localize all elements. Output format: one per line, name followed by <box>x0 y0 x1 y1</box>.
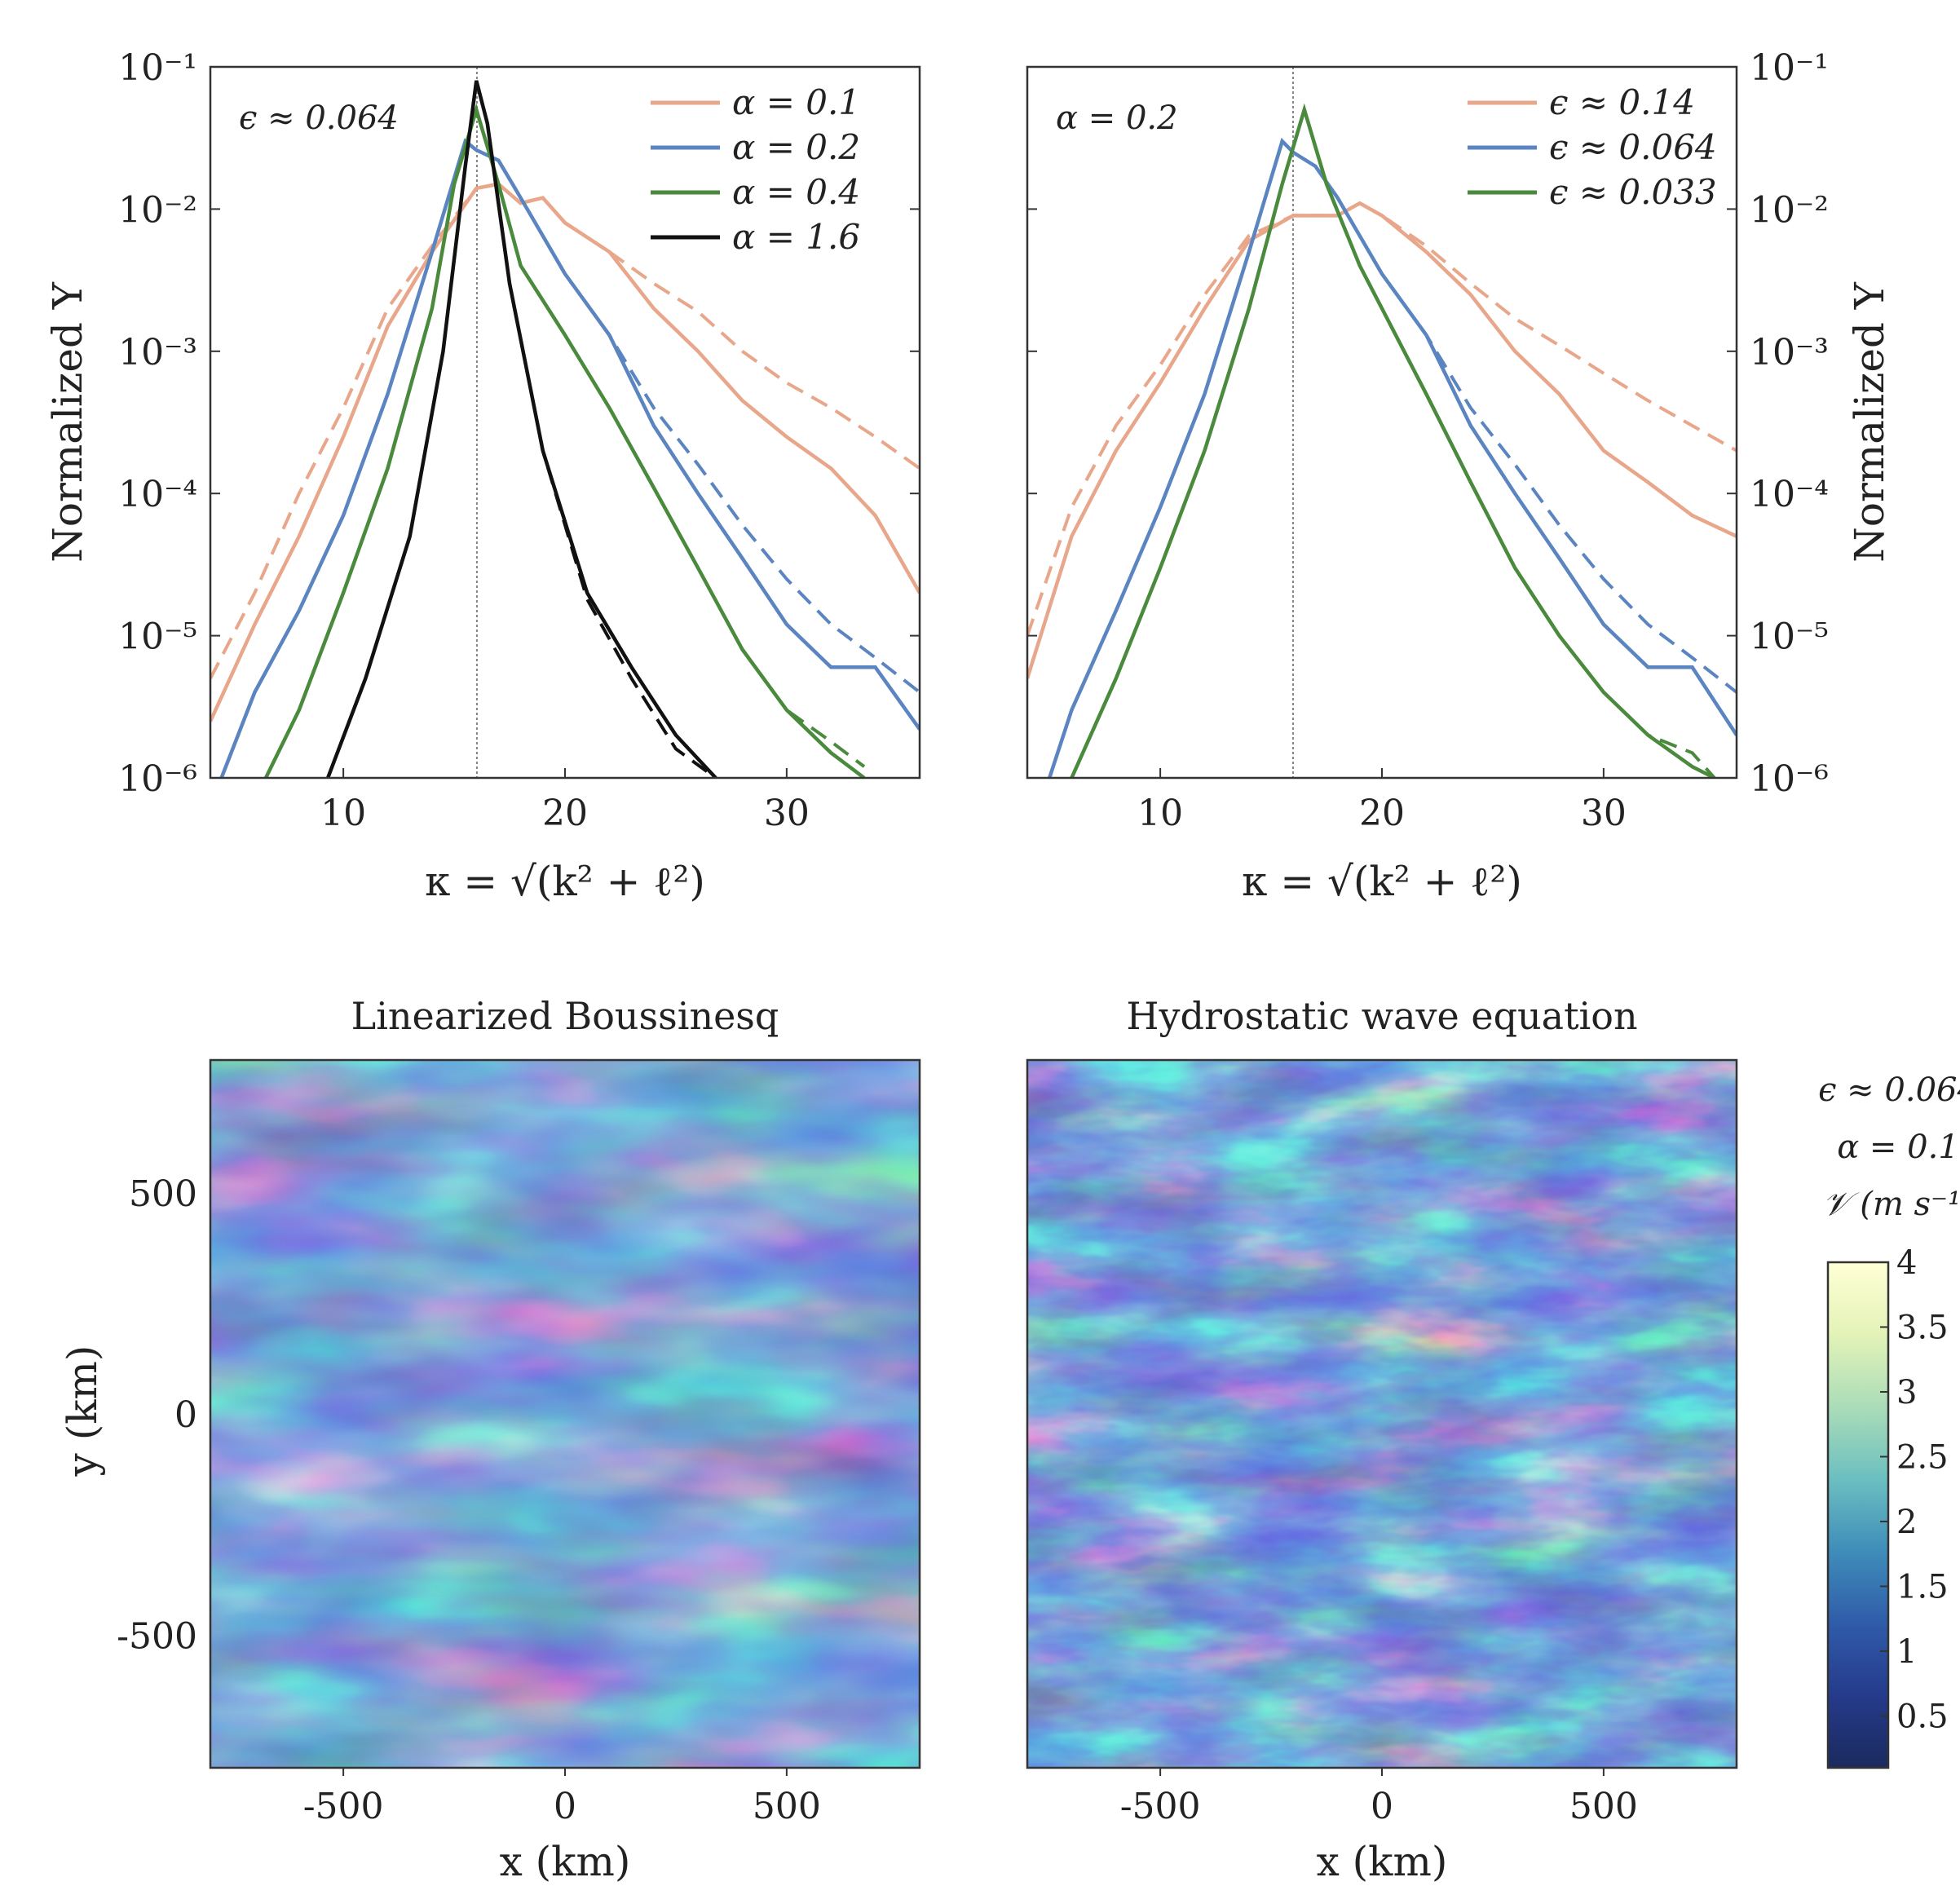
y-tick-label: 10⁻³ <box>118 332 197 373</box>
colorbar-tick-label: 4 <box>1896 1244 1917 1282</box>
x-tick-label: 20 <box>542 793 588 834</box>
x-tick-label: 500 <box>1569 1786 1638 1827</box>
heatmap-field <box>210 1060 920 1768</box>
colorbar-tick-label: 1.5 <box>1896 1568 1949 1606</box>
series-line-1 <box>1048 137 1737 778</box>
x-tick-label: -500 <box>1120 1786 1201 1827</box>
y-tick-label: 10⁻³ <box>1750 332 1829 373</box>
x-tick-label: 0 <box>1371 1786 1393 1827</box>
legend-label: α = 0.4 <box>732 172 860 212</box>
x-tick-label: 30 <box>1581 793 1627 834</box>
y-tick-label: 10⁻⁵ <box>118 616 197 658</box>
colorbar-tick-label: 3 <box>1896 1374 1917 1411</box>
x-tick-label: 30 <box>764 793 810 834</box>
colorbar-annotation-epsilon: ϵ ≈ 0.064 <box>1818 1071 1960 1109</box>
y-tick-label: 10⁻⁴ <box>1750 474 1829 515</box>
y-tick-label: -500 <box>117 1615 197 1657</box>
y-axis-title: Normalized Υ <box>44 281 91 563</box>
x-tick-label: -500 <box>303 1786 384 1827</box>
heatmap-boussinesq: Linearized Boussinesq -500 0 500 -5000500 … <box>59 994 921 1885</box>
series-dashed-1 <box>1048 138 1737 778</box>
series-line-2 <box>1070 103 1715 778</box>
y-tick-label: 10⁻¹ <box>118 47 197 89</box>
annotation-epsilon: ϵ ≈ 0.064 <box>239 99 399 137</box>
panel-title: Linearized Boussinesq <box>351 994 779 1038</box>
colorbar-gradient <box>1826 1261 1890 1769</box>
series-line-0 <box>210 182 920 722</box>
x-tick-label: 0 <box>554 1786 576 1827</box>
x-axis-title: x (km) <box>500 1838 631 1885</box>
x-tick-label: 20 <box>1359 793 1405 834</box>
y-tick-label: 10⁻⁴ <box>118 474 197 515</box>
x-axis-title: x (km) <box>1317 1838 1448 1885</box>
legend: α = 0.1 α = 0.2 α = 0.4 α = 1.6 <box>651 82 860 257</box>
legend-label: α = 1.6 <box>732 217 860 257</box>
y-tick-label: 10⁻⁶ <box>118 758 197 800</box>
legend-label: ϵ ≈ 0.14 <box>1549 82 1695 122</box>
legend-label: α = 0.1 <box>732 82 860 122</box>
series-dashed-0 <box>210 182 920 680</box>
y-axis-title: Normalized Υ <box>1846 281 1893 563</box>
colorbar-tick-label: 3.5 <box>1896 1309 1949 1346</box>
heatmap-field <box>1027 1060 1737 1768</box>
x-tick-label: 10 <box>320 793 366 834</box>
y-tick-label: 10⁻⁶ <box>1750 758 1829 800</box>
legend-label: α = 0.2 <box>732 127 860 167</box>
colorbar-tick-label: 2 <box>1896 1504 1917 1541</box>
panel-title: Hydrostatic wave equation <box>1126 994 1637 1038</box>
colorbar-tick-label: 0.5 <box>1896 1698 1949 1735</box>
y-tick-label: 0 <box>174 1394 197 1436</box>
legend-label: ϵ ≈ 0.033 <box>1549 172 1717 212</box>
legend: ϵ ≈ 0.14 ϵ ≈ 0.064 ϵ ≈ 0.033 <box>1468 82 1717 212</box>
series-line-0 <box>1027 201 1737 679</box>
x-tick-label: 500 <box>753 1786 821 1827</box>
legend-label: ϵ ≈ 0.064 <box>1549 127 1717 167</box>
colorbar-annotation-units: 𝒱 (m s⁻¹) <box>1822 1186 1960 1223</box>
y-tick-label: 10⁻² <box>118 189 197 231</box>
y-tick-label: 10⁻¹ <box>1750 47 1829 89</box>
colorbar: ϵ ≈ 0.064 α = 0.1 𝒱 (m s⁻¹) 4 3.5 3 2.5 2 1.5… <box>1818 1071 1960 1769</box>
annotation-alpha: α = 0.2 <box>1056 99 1178 137</box>
colorbar-tick-label: 1 <box>1896 1633 1917 1671</box>
series-line-2 <box>263 103 866 778</box>
y-tick-label: 10⁻² <box>1750 189 1829 231</box>
series-line-1 <box>219 138 920 778</box>
spectrum-panel-epsilon: 10⁻⁶10⁻⁵10⁻⁴10⁻³10⁻²10⁻¹ 10 20 30 α = 0.2 … <box>1026 47 1893 905</box>
heatmap-hydrostatic: Hydrostatic wave equation -500 0 500 x (km… <box>1026 994 1738 1885</box>
spectrum-panel-alpha: 10⁻⁶ 10⁻⁵ 10⁻⁴ 10⁻³ 10⁻² 10⁻¹ 10 20 30 ϵ ≈ 0.06… <box>44 47 921 905</box>
x-axis-title: κ = √(k² + ℓ²) <box>425 858 705 905</box>
y-axis-title: y (km) <box>59 1345 106 1478</box>
x-tick-label: 10 <box>1137 793 1183 834</box>
x-axis-title: κ = √(k² + ℓ²) <box>1242 858 1522 905</box>
series-line-3 <box>325 80 717 778</box>
y-tick-label: 500 <box>129 1173 197 1215</box>
colorbar-annotation-alpha: α = 0.1 <box>1837 1129 1959 1166</box>
colorbar-tick-label: 2.5 <box>1896 1438 1949 1476</box>
y-tick-label: 10⁻⁵ <box>1750 616 1829 658</box>
